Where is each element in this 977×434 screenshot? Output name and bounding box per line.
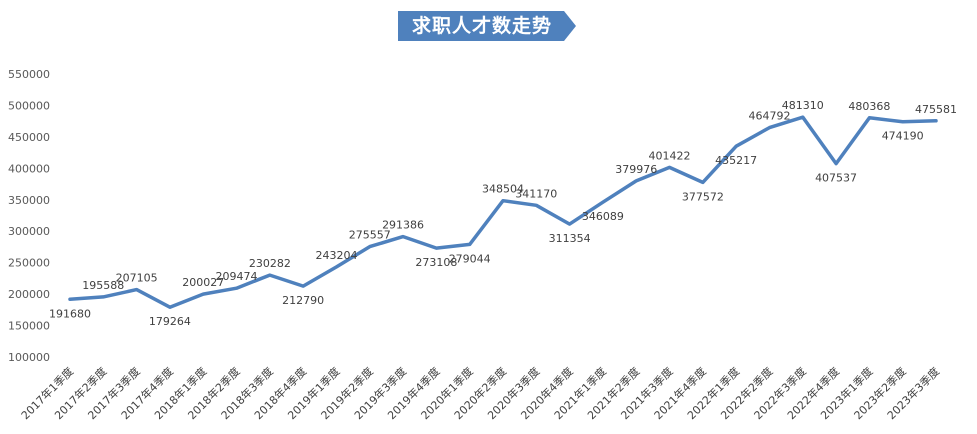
y-tick-label: 250000 <box>8 257 50 270</box>
data-label: 291386 <box>382 219 424 232</box>
data-label: 464792 <box>748 110 790 123</box>
data-point <box>169 306 171 308</box>
data-point <box>502 200 504 202</box>
y-tick-label: 450000 <box>8 131 50 144</box>
data-point <box>335 266 337 268</box>
data-label: 401422 <box>649 149 691 162</box>
y-tick-label: 150000 <box>8 320 50 333</box>
data-label: 275557 <box>349 229 391 242</box>
data-point <box>735 145 737 147</box>
data-point <box>935 120 937 122</box>
y-tick-label: 350000 <box>8 194 50 207</box>
data-point <box>136 289 138 291</box>
data-point <box>402 236 404 238</box>
data-label: 195588 <box>82 279 124 292</box>
data-label: 212790 <box>282 294 324 307</box>
y-tick-label: 400000 <box>8 162 50 175</box>
chart-title: 求职人才数走势 <box>411 15 552 37</box>
data-point <box>69 298 71 300</box>
data-point <box>835 163 837 165</box>
data-point <box>702 181 704 183</box>
y-axis: 100000 150000 200000 250000 300000 350000 4000… <box>8 68 50 364</box>
data-point <box>302 285 304 287</box>
data-point <box>435 247 437 249</box>
series-line-group <box>68 115 938 309</box>
data-label: 407537 <box>815 172 857 185</box>
data-label: 377572 <box>682 190 724 203</box>
data-point <box>535 204 537 206</box>
data-label: 200027 <box>182 276 224 289</box>
data-label: 279044 <box>449 252 491 265</box>
data-label: 475581 <box>915 103 957 116</box>
data-label: 435217 <box>715 154 757 167</box>
data-label: 209474 <box>216 270 258 283</box>
data-point <box>868 117 870 119</box>
data-label: 474190 <box>882 130 924 143</box>
data-point <box>269 274 271 276</box>
data-label: 379976 <box>615 163 657 176</box>
data-label: 311354 <box>549 232 591 245</box>
y-tick-label: 300000 <box>8 225 50 238</box>
y-tick-label: 200000 <box>8 288 50 301</box>
data-point <box>768 127 770 129</box>
x-axis: 2017年1季度2017年2季度2017年3季度2017年4季度2018年1季度… <box>18 364 942 422</box>
data-label: 481310 <box>782 99 824 112</box>
data-point <box>669 166 671 168</box>
data-label: 230282 <box>249 257 291 270</box>
data-label: 273108 <box>415 256 457 269</box>
data-point <box>369 246 371 248</box>
data-point <box>102 296 104 298</box>
data-point <box>469 243 471 245</box>
title-banner <box>398 11 576 41</box>
data-point <box>602 201 604 203</box>
data-label: 207105 <box>116 272 158 285</box>
data-label: 341170 <box>515 187 557 200</box>
data-point <box>236 287 238 289</box>
data-label: 179264 <box>149 315 191 328</box>
data-label: 346089 <box>582 210 624 223</box>
data-point <box>569 223 571 225</box>
data-label: 191680 <box>49 307 91 320</box>
data-point <box>802 116 804 118</box>
data-label: 243204 <box>315 249 357 262</box>
y-tick-label: 100000 <box>8 351 50 364</box>
data-label: 348504 <box>482 183 524 196</box>
data-label: 480368 <box>848 100 890 113</box>
data-point <box>635 180 637 182</box>
y-tick-label: 550000 <box>8 68 50 81</box>
data-point <box>202 293 204 295</box>
data-point <box>902 121 904 123</box>
y-tick-label: 500000 <box>8 99 50 112</box>
